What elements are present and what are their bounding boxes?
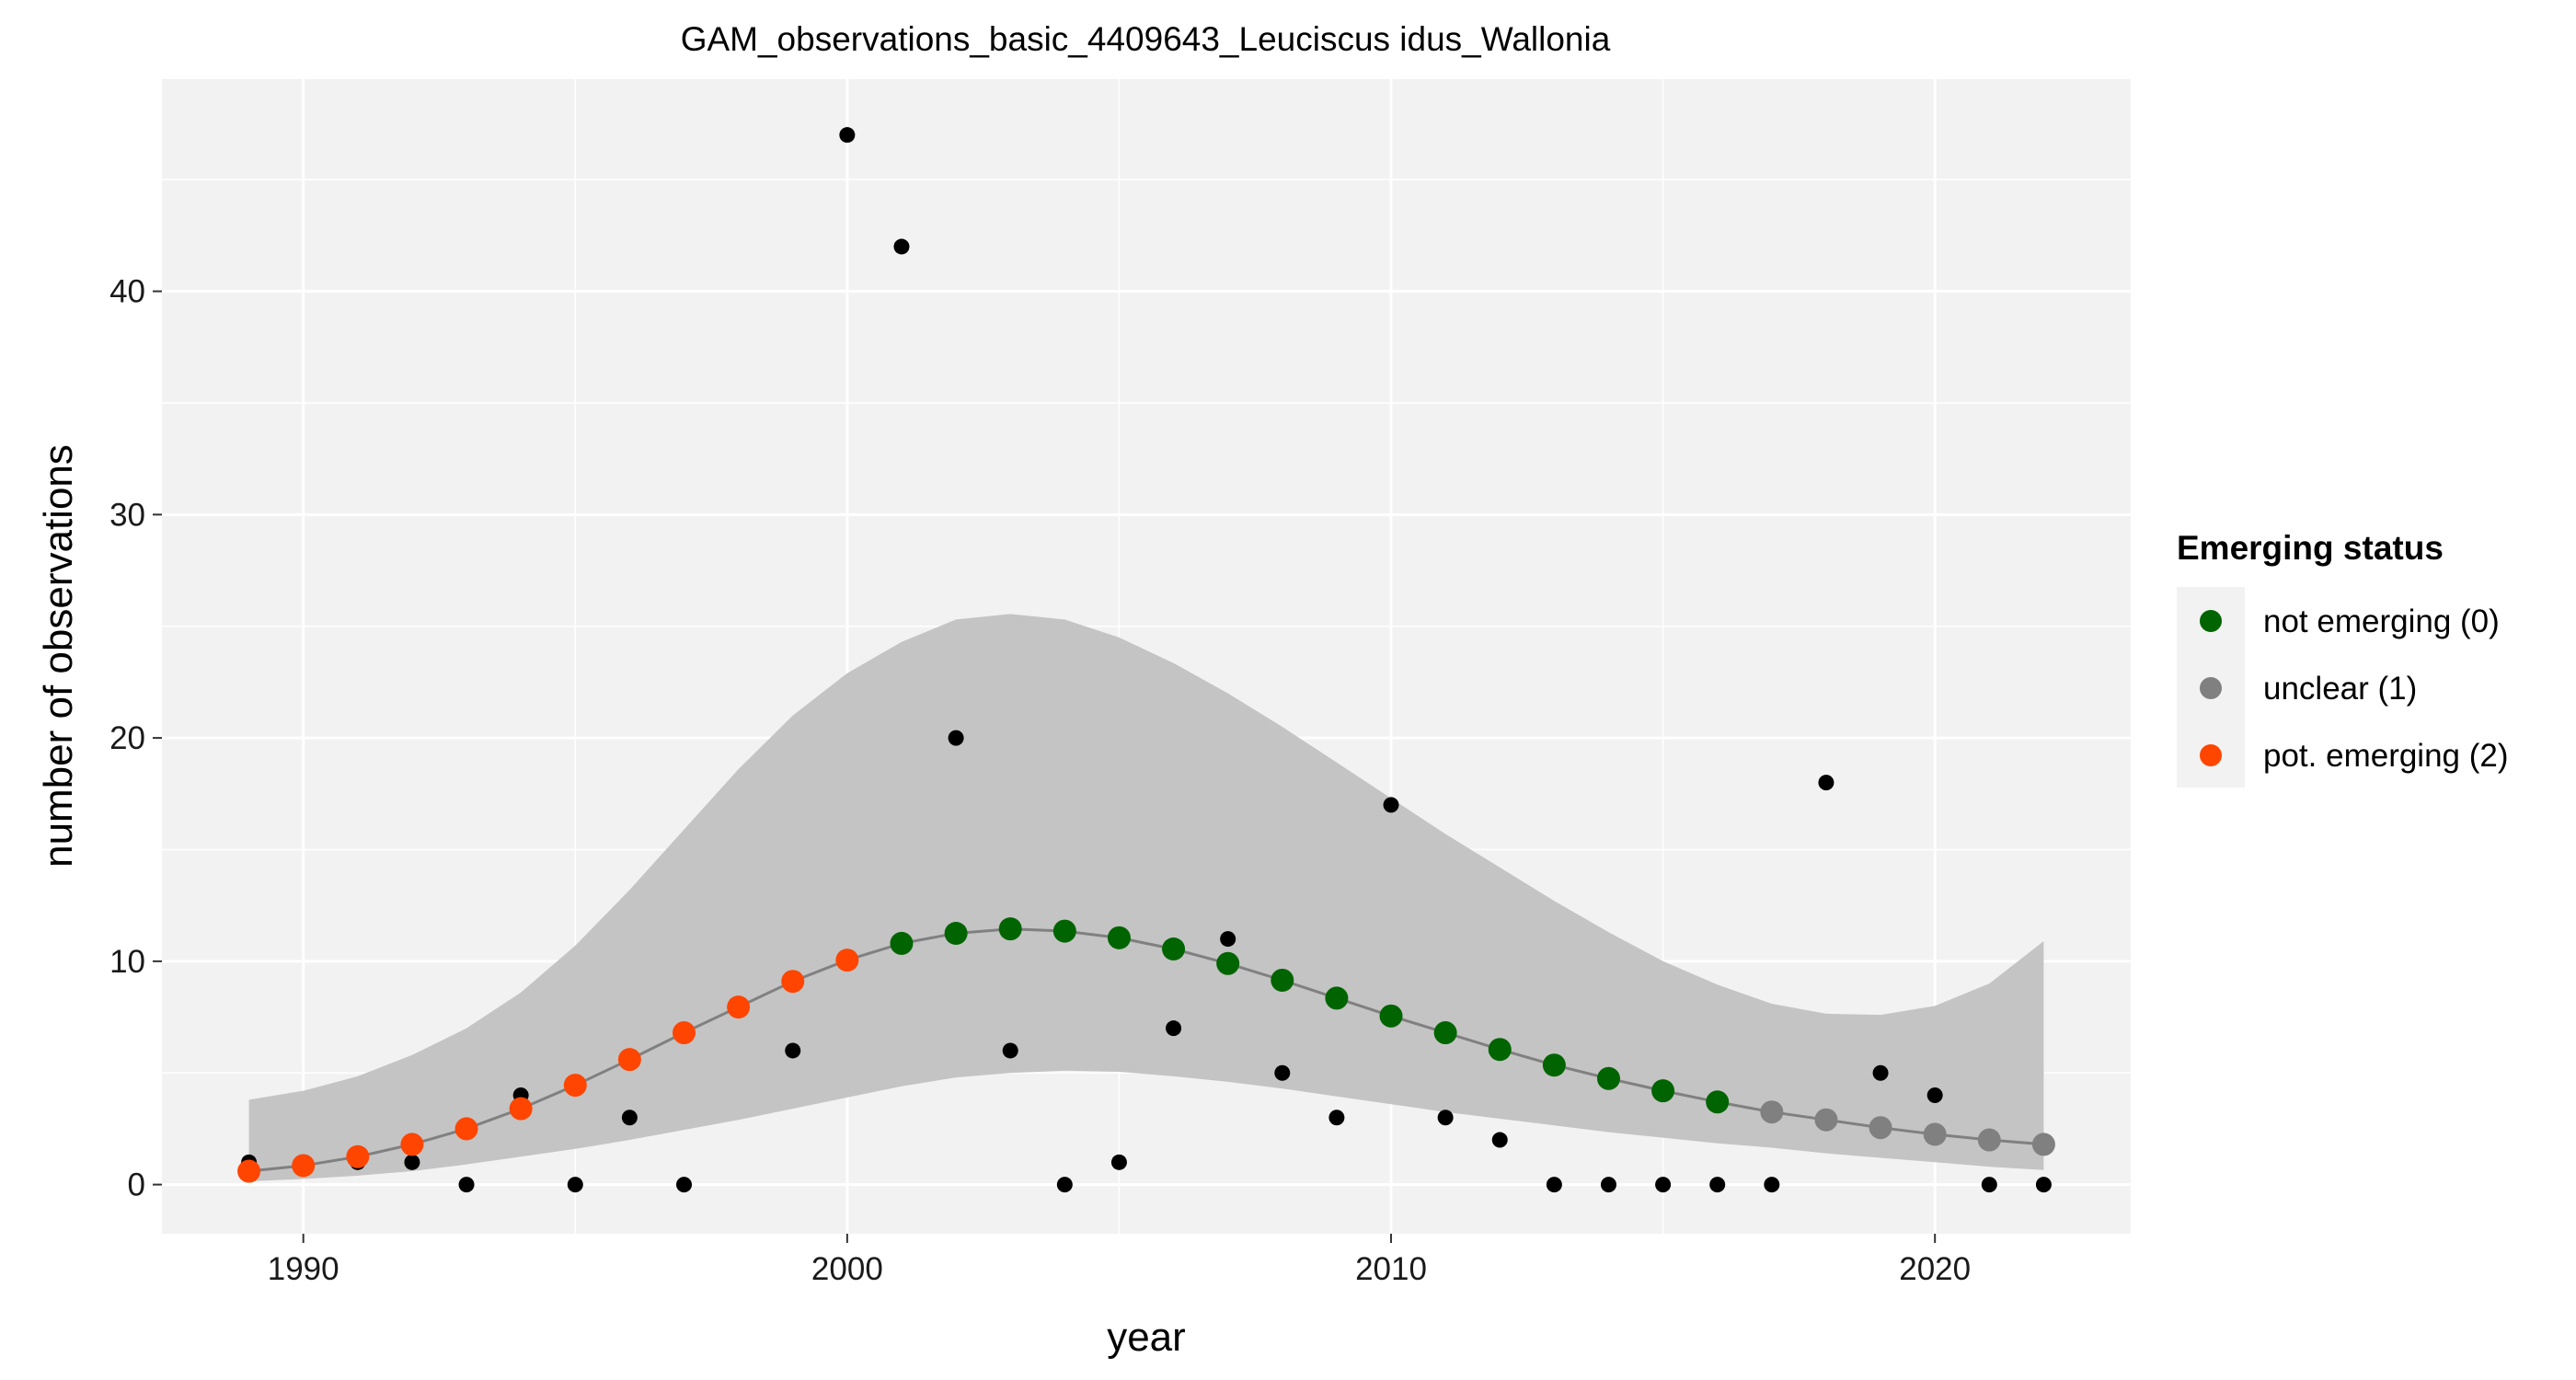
fit-status-point <box>1706 1090 1730 1114</box>
observation-point <box>893 238 910 255</box>
observation-point <box>1926 1087 1943 1103</box>
observation-point <box>1764 1177 1780 1193</box>
legend-label-0: not emerging (0) <box>2263 604 2500 639</box>
fit-status-point <box>998 917 1022 941</box>
fit-status-point <box>1542 1053 1566 1077</box>
observation-point <box>1274 1064 1291 1081</box>
observation-point <box>1872 1064 1889 1081</box>
fit-status-point <box>1596 1066 1620 1090</box>
y-tick-label: 40 <box>109 274 145 310</box>
fit-status-point <box>1052 919 1076 943</box>
fit-status-point <box>1923 1122 1947 1146</box>
y-tick-label: 10 <box>109 944 145 980</box>
x-tick-label: 2010 <box>1355 1251 1427 1287</box>
observation-point <box>1220 931 1236 948</box>
legend-label-1: unclear (1) <box>2263 671 2417 707</box>
y-tick-label: 20 <box>109 720 145 756</box>
x-tick-label: 2000 <box>811 1251 883 1287</box>
observation-point <box>1818 775 1834 791</box>
observation-point <box>1328 1110 1345 1126</box>
observation-point <box>1437 1110 1454 1126</box>
y-axis: 0 10 20 30 40 <box>109 274 162 1203</box>
fit-status-point <box>1651 1079 1675 1103</box>
legend: Emerging status not emerging (0) unclear … <box>2177 529 2509 788</box>
fit-status-point <box>2031 1133 2055 1156</box>
observation-point <box>1491 1132 1508 1148</box>
fit-status-point <box>1379 1004 1403 1028</box>
fit-status-point <box>237 1159 261 1183</box>
fit-status-point <box>1977 1128 2001 1152</box>
fit-status-point <box>1760 1100 1784 1124</box>
fit-status-point <box>1869 1116 1892 1140</box>
legend-entries: not emerging (0) unclear (1) pot. emerging… <box>2200 604 2509 774</box>
fit-status-point <box>563 1074 587 1098</box>
observation-point <box>1110 1154 1127 1170</box>
observation-point <box>1546 1177 1562 1193</box>
observation-point <box>1056 1177 1073 1193</box>
observation-point <box>2035 1177 2052 1193</box>
observation-point <box>458 1177 475 1193</box>
observation-point <box>1002 1042 1018 1059</box>
fit-status-point <box>1433 1021 1457 1045</box>
legend-label-2: pot. emerging (2) <box>2263 738 2509 774</box>
observation-point <box>1655 1177 1672 1193</box>
observation-point <box>1166 1020 1182 1037</box>
y-tick-label: 30 <box>109 497 145 533</box>
fit-status-point <box>1107 926 1131 949</box>
fit-status-point <box>1216 951 1240 975</box>
fit-status-points <box>237 917 2055 1183</box>
observation-point <box>1383 797 1399 813</box>
x-tick-label: 1990 <box>268 1251 339 1287</box>
fit-status-point <box>1325 986 1349 1010</box>
observation-point <box>1600 1177 1616 1193</box>
x-axis-label: year <box>1107 1315 1186 1360</box>
fit-status-point <box>835 949 859 972</box>
legend-title: Emerging status <box>2177 529 2444 567</box>
y-tick-label: 0 <box>128 1167 145 1203</box>
fit-status-point <box>292 1154 316 1178</box>
y-axis-label: number of observations <box>36 444 81 868</box>
fit-status-point <box>1488 1038 1512 1062</box>
observation-point <box>404 1154 420 1170</box>
observation-point <box>948 730 964 746</box>
fit-status-point <box>890 931 914 955</box>
fit-status-point <box>781 970 805 994</box>
fit-status-point <box>617 1048 641 1072</box>
confidence-ribbon <box>248 614 2044 1181</box>
fit-status-point <box>1814 1108 1838 1132</box>
fit-status-point <box>1271 968 1294 992</box>
fit-status-point <box>400 1133 424 1156</box>
legend-key-1 <box>2200 677 2222 699</box>
legend-key-0 <box>2200 610 2222 632</box>
fit-status-point <box>346 1144 370 1168</box>
observation-point <box>839 127 856 144</box>
fit-status-point <box>944 922 968 946</box>
observation-point <box>621 1110 638 1126</box>
observation-point <box>676 1177 693 1193</box>
x-tick-label: 2020 <box>1899 1251 1971 1287</box>
fit-status-point <box>673 1021 696 1045</box>
gam-fit-line <box>248 927 2044 1173</box>
fit-status-point <box>509 1097 533 1121</box>
observation-point <box>567 1177 583 1193</box>
legend-key-2 <box>2200 744 2222 766</box>
x-axis: 1990 2000 2010 2020 <box>268 1234 1971 1287</box>
observation-point <box>1981 1177 1997 1193</box>
observation-point <box>1709 1177 1726 1193</box>
fit-status-point <box>454 1117 478 1141</box>
observation-point <box>785 1042 801 1059</box>
fit-status-point <box>1162 937 1186 960</box>
fit-status-point <box>727 995 751 1019</box>
chart-title: GAM_observations_basic_4409643_Leuciscus… <box>681 20 1611 58</box>
